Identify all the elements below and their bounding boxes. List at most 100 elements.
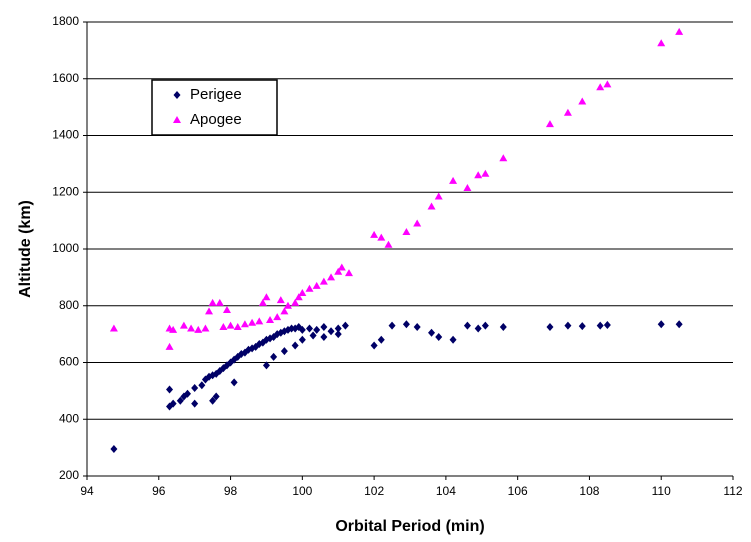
point [169, 399, 177, 408]
point [675, 27, 684, 35]
x-tick-label: 110 [652, 484, 671, 498]
point [337, 263, 346, 271]
x-tick-label: 106 [508, 484, 528, 498]
point [603, 80, 612, 88]
x-tick-label: 100 [292, 484, 312, 498]
y-tick-label: 400 [59, 411, 79, 425]
legend-marker [173, 116, 181, 123]
point [434, 192, 443, 200]
point [191, 384, 199, 393]
point [166, 385, 174, 394]
point [463, 321, 471, 330]
point [312, 281, 321, 289]
point [499, 154, 508, 162]
point [205, 307, 214, 315]
point [176, 396, 184, 405]
point [603, 321, 611, 330]
point [183, 389, 191, 398]
y-tick-label: 1600 [52, 71, 79, 85]
point [435, 332, 443, 341]
point [320, 332, 328, 341]
x-tick-label: 102 [364, 484, 384, 498]
point [327, 273, 336, 281]
point [657, 320, 665, 329]
y-tick-label: 600 [59, 355, 79, 369]
point [215, 298, 224, 306]
point [481, 169, 490, 177]
x-tick-label: 94 [80, 484, 94, 498]
point [230, 378, 238, 387]
point [377, 233, 386, 241]
point [545, 120, 554, 128]
point [283, 301, 292, 309]
point [596, 321, 604, 330]
point [413, 323, 421, 332]
point [564, 321, 572, 330]
point [449, 176, 458, 184]
point [255, 317, 264, 325]
point [288, 324, 296, 333]
point [578, 322, 586, 331]
point [320, 323, 328, 332]
point [428, 328, 436, 337]
point [341, 321, 349, 330]
y-tick-label: 1400 [52, 128, 79, 142]
x-tick-label: 98 [224, 484, 238, 498]
point [270, 352, 278, 361]
legend-box [151, 79, 278, 136]
point [481, 321, 489, 330]
y-tick-label: 800 [59, 298, 79, 312]
point [563, 108, 572, 116]
y-tick-label: 1000 [52, 241, 79, 255]
point [675, 320, 683, 329]
point [262, 361, 270, 370]
x-tick-label: 96 [152, 484, 166, 498]
point [280, 307, 289, 315]
y-axis-title: Altitude (km) [17, 200, 34, 298]
point [291, 298, 300, 306]
point [276, 296, 285, 304]
point [334, 267, 343, 275]
point [266, 315, 275, 323]
point [449, 335, 457, 344]
point [402, 227, 411, 235]
point [222, 306, 231, 314]
point [334, 324, 342, 333]
point [248, 318, 257, 326]
point [427, 202, 436, 210]
point [596, 83, 605, 91]
y-tick-label: 1800 [52, 14, 79, 28]
point [298, 325, 306, 334]
point [388, 321, 396, 330]
point [209, 396, 217, 405]
point [546, 323, 554, 332]
point [370, 230, 379, 238]
point [226, 321, 235, 329]
point [294, 293, 303, 301]
x-tick-label: 104 [436, 484, 456, 498]
point [198, 381, 206, 390]
point [280, 347, 288, 356]
point [273, 313, 282, 321]
point [305, 284, 314, 292]
point [201, 324, 210, 332]
point [313, 325, 321, 334]
legend-label: Perigee [190, 86, 242, 103]
point [377, 335, 385, 344]
x-tick-label: 108 [579, 484, 599, 498]
point [344, 269, 353, 277]
legend-marker [173, 91, 181, 99]
y-tick-label: 200 [59, 468, 79, 482]
point [208, 298, 217, 306]
point [657, 39, 666, 47]
point [402, 320, 410, 329]
point [413, 219, 422, 227]
point [474, 324, 482, 333]
point [194, 325, 203, 333]
point [219, 323, 228, 331]
point [291, 341, 299, 350]
point [309, 331, 317, 340]
point [578, 97, 587, 105]
point [327, 327, 335, 336]
